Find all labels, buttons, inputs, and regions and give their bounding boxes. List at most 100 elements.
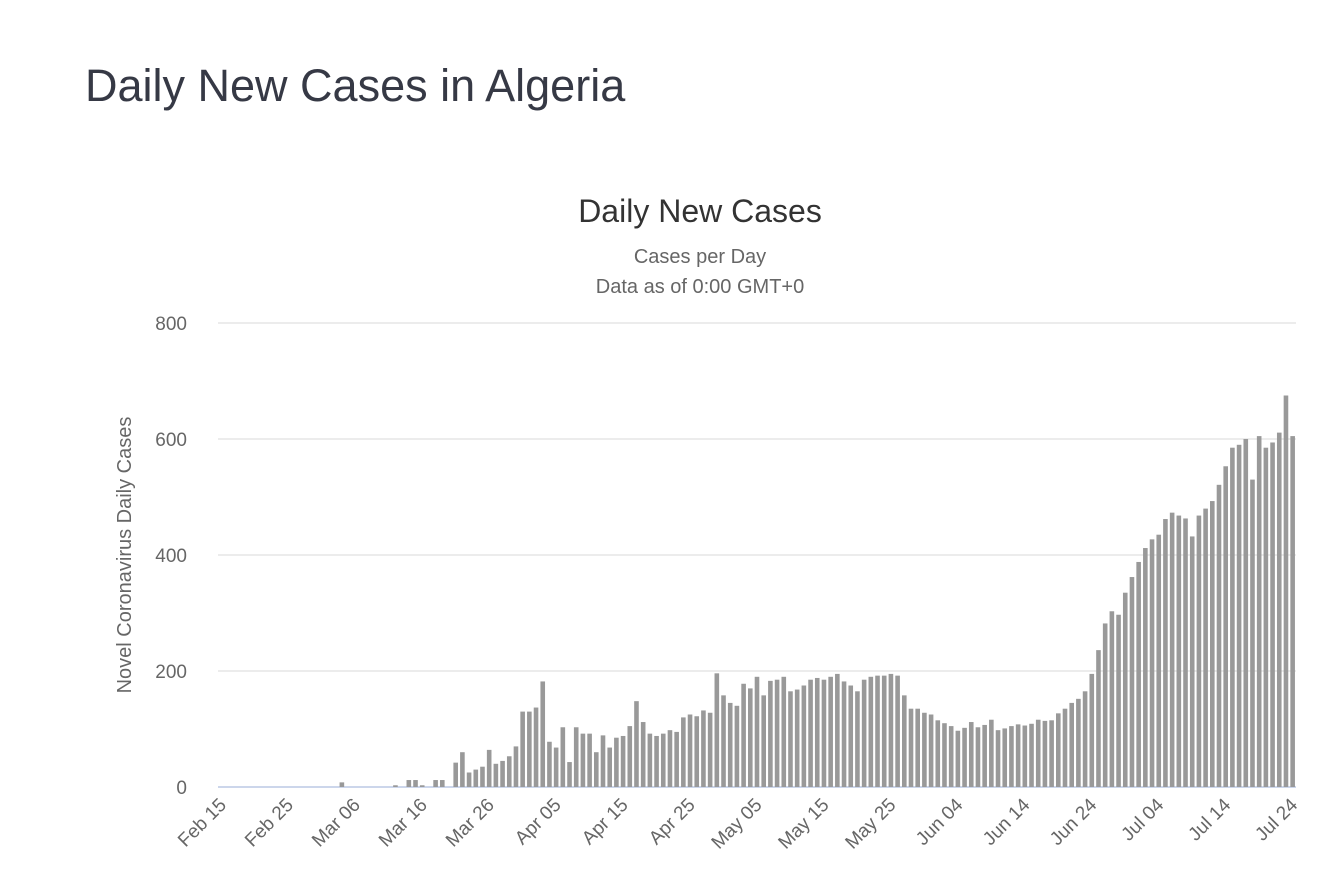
bar <box>634 701 639 787</box>
bar <box>640 722 646 787</box>
bar <box>627 726 633 787</box>
bar <box>962 727 967 787</box>
bar <box>1163 519 1168 787</box>
y-tick-label: 800 <box>155 314 187 335</box>
x-tick-label: Apr 15 <box>578 795 632 849</box>
bar <box>1250 479 1255 787</box>
chart-subtitle-2: Data as of 0:00 GMT+0 <box>596 276 804 298</box>
bar <box>1089 673 1095 787</box>
bar <box>419 785 425 787</box>
bar <box>734 705 740 787</box>
bar <box>687 714 693 787</box>
bar <box>480 766 485 787</box>
bar <box>801 685 807 787</box>
bar <box>1122 592 1128 787</box>
y-tick-label: 400 <box>155 546 187 567</box>
bar <box>848 685 854 787</box>
bar <box>768 680 773 787</box>
bar <box>1143 548 1148 787</box>
bar <box>406 780 412 787</box>
bar <box>607 747 612 787</box>
x-tick-label: Jul 04 <box>1118 794 1169 845</box>
bar <box>975 727 981 787</box>
bar <box>821 679 827 787</box>
bar <box>540 681 546 787</box>
bar <box>761 695 766 787</box>
bar <box>888 673 894 787</box>
bar <box>1283 395 1289 787</box>
bar <box>1169 512 1175 787</box>
bar <box>1276 432 1282 787</box>
bar <box>1116 614 1121 787</box>
bar <box>835 673 840 787</box>
bar <box>1216 484 1222 787</box>
bar <box>440 780 445 787</box>
bar <box>567 762 572 787</box>
x-tick-label: Mar 26 <box>442 795 499 852</box>
bar <box>1176 515 1182 787</box>
bar <box>989 719 994 787</box>
bar <box>727 702 733 787</box>
bar <box>1069 702 1074 787</box>
bar <box>553 747 559 787</box>
x-tick-label: Feb 15 <box>174 795 231 852</box>
bar <box>647 733 653 787</box>
bar <box>1082 691 1088 787</box>
bar <box>754 676 760 787</box>
bar <box>968 722 974 787</box>
bar <box>587 733 592 787</box>
bar <box>339 782 345 787</box>
bar <box>875 675 880 787</box>
bar <box>1009 726 1014 787</box>
bar <box>506 756 512 787</box>
bar <box>995 730 1001 787</box>
bar <box>1022 725 1028 787</box>
bar <box>1062 708 1068 787</box>
bar <box>721 695 726 787</box>
x-tick-label: Feb 25 <box>241 795 298 852</box>
bar <box>681 717 686 787</box>
bar <box>955 730 961 787</box>
bar <box>654 735 659 787</box>
bar <box>915 708 920 787</box>
bar <box>1002 728 1008 787</box>
bar <box>902 695 907 787</box>
bar <box>513 746 519 787</box>
page-title: Daily New Cases in Algeria <box>85 60 626 111</box>
bar <box>533 707 539 787</box>
bar <box>868 676 874 787</box>
bar <box>527 711 532 787</box>
bar <box>466 772 472 787</box>
bar <box>1270 442 1275 787</box>
bar <box>707 712 713 787</box>
x-tick-label: Jun 24 <box>1046 794 1101 849</box>
x-tick-label: Jul 24 <box>1251 794 1302 845</box>
x-tick-label: Mar 16 <box>375 795 432 852</box>
bar <box>1056 713 1061 787</box>
bar <box>1189 536 1195 787</box>
bar <box>493 763 499 787</box>
bar <box>808 679 813 787</box>
bar <box>500 760 505 787</box>
x-tick-label: Jun 14 <box>979 794 1034 849</box>
bar <box>922 712 927 787</box>
bar <box>861 679 867 787</box>
bar <box>1042 720 1048 787</box>
bar <box>1236 444 1242 787</box>
bar <box>1149 539 1155 787</box>
bar <box>788 691 793 787</box>
y-axis-label: Novel Coronavirus Daily Cases <box>114 417 136 694</box>
bar <box>453 762 458 787</box>
bar <box>674 731 679 787</box>
bar <box>614 737 619 787</box>
bar <box>1196 515 1202 787</box>
bar <box>841 681 847 787</box>
bar <box>660 733 666 787</box>
x-tick-label: May 15 <box>775 795 834 854</box>
bar <box>741 683 746 787</box>
bar <box>600 735 606 787</box>
bar <box>748 688 753 787</box>
bar <box>1096 650 1101 787</box>
bar <box>620 735 626 787</box>
